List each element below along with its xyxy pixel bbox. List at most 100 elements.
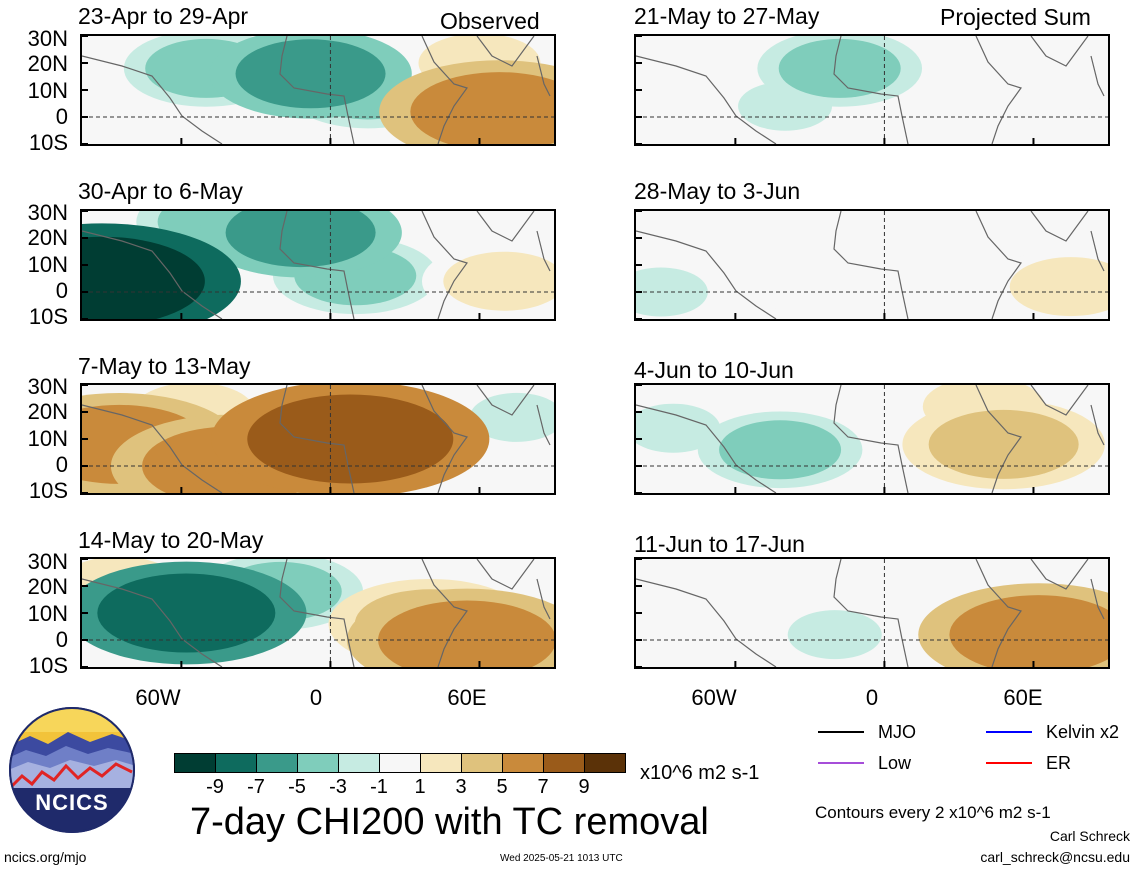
anomaly-region xyxy=(928,409,1079,479)
lat-label: 30N xyxy=(27,549,68,574)
chart-title: 7-day CHI200 with TC removal xyxy=(190,801,709,843)
lat-label: 10N xyxy=(27,426,68,451)
legend-label-er: ER xyxy=(1046,753,1072,773)
colorbar-tick: -5 xyxy=(288,776,306,798)
lat-label: 20N xyxy=(27,574,68,599)
colorbar-tick: 7 xyxy=(537,776,549,798)
colorbar-swatches xyxy=(175,754,625,772)
coastline xyxy=(536,55,551,97)
panel-title-5: 21-May to 27-May xyxy=(634,3,820,29)
coastline xyxy=(476,211,535,242)
lat-label: 10S xyxy=(28,304,68,329)
colorbar-swatch xyxy=(420,754,461,772)
map-panel xyxy=(80,383,556,495)
ncics-logo-graphic xyxy=(9,707,135,833)
coastline xyxy=(975,385,1022,493)
colorbar-tick: 9 xyxy=(578,776,590,798)
ncics-logo: NCICS xyxy=(8,706,136,834)
panel-title-4: 14-May to 20-May xyxy=(78,527,264,553)
coastline xyxy=(1030,211,1089,242)
anomaly-region xyxy=(235,39,386,109)
anomaly-region xyxy=(719,420,842,480)
legend-label-kelvin: Kelvin x2 xyxy=(1046,722,1120,742)
colorbar-tick: 3 xyxy=(455,776,467,798)
panel-title-2: 30-Apr to 6-May xyxy=(78,178,243,204)
panel-title-6: 28-May to 3-Jun xyxy=(634,178,801,204)
coastline xyxy=(421,211,468,319)
coastline xyxy=(279,36,355,144)
ncics-logo-text: NCICS xyxy=(35,790,109,815)
anomaly-region xyxy=(225,211,376,268)
colorbar-swatch xyxy=(297,754,338,772)
header-projected-sum: Projected Sum xyxy=(940,4,1091,30)
lat-label: 30N xyxy=(27,200,68,225)
coastline xyxy=(476,36,535,67)
author-email[interactable]: carl_schreck@ncsu.edu xyxy=(980,849,1130,865)
anomaly-region xyxy=(787,610,882,660)
lat-label: 10N xyxy=(27,601,68,626)
anomaly-region xyxy=(762,267,857,317)
coastline xyxy=(476,385,535,416)
anomaly-region xyxy=(1011,65,1106,115)
legend-label-low: Low xyxy=(878,753,912,773)
coastline xyxy=(82,55,223,144)
lat-label: 10N xyxy=(27,252,68,277)
panel-title-7: 4-Jun to 10-Jun xyxy=(634,357,794,383)
anomaly-region xyxy=(887,103,982,144)
map-panel xyxy=(634,34,1110,146)
coastline xyxy=(536,578,551,620)
anomaly-region xyxy=(949,595,1108,667)
map-panel xyxy=(80,34,556,146)
panel-svg xyxy=(636,559,1108,667)
colorbar-swatch xyxy=(543,754,584,772)
author-name: Carl Schreck xyxy=(1049,828,1130,844)
legend-line-er xyxy=(986,762,1032,764)
coastline xyxy=(421,559,468,667)
colorbar-tick: 1 xyxy=(414,776,426,798)
anomaly-region xyxy=(636,403,721,453)
lat-label: 10N xyxy=(27,78,68,103)
coastline xyxy=(536,404,551,446)
colorbar-swatch xyxy=(215,754,256,772)
lat-label: 0 xyxy=(55,452,68,477)
lat-label: 20N xyxy=(27,399,68,424)
panel-svg xyxy=(636,211,1108,319)
coastline xyxy=(82,404,223,493)
header-observed: Observed xyxy=(440,8,540,34)
colorbar-tick: -9 xyxy=(206,776,224,798)
coastline xyxy=(1030,36,1089,67)
panel-svg xyxy=(636,385,1108,493)
map-panel xyxy=(634,209,1110,321)
coastline xyxy=(636,230,777,319)
anomaly-region xyxy=(97,573,276,653)
coastline xyxy=(1090,404,1105,446)
coastline xyxy=(833,559,909,667)
coastline xyxy=(975,36,1022,144)
footer-url[interactable]: ncics.org/mjo xyxy=(4,849,87,865)
map-panel xyxy=(634,383,1110,495)
panel-svg xyxy=(82,559,554,667)
coastline xyxy=(476,559,535,590)
lat-label: 0 xyxy=(55,278,68,303)
lat-label: 30N xyxy=(27,374,68,399)
lat-label: 30N xyxy=(27,26,68,51)
coastline xyxy=(975,559,1022,667)
anomaly-region xyxy=(410,72,554,144)
colorbar-tick: -7 xyxy=(247,776,265,798)
colorbar-swatch xyxy=(256,754,297,772)
anomaly-region xyxy=(1009,257,1108,317)
colorbar-swatch xyxy=(175,754,215,772)
lon-label: 60W xyxy=(691,685,737,710)
anomaly-region xyxy=(862,224,957,274)
colorbar-swatch xyxy=(379,754,420,772)
coastline xyxy=(421,36,468,144)
lon-label: 60E xyxy=(1003,685,1043,710)
coastline xyxy=(636,404,777,493)
coastline xyxy=(975,211,1022,319)
legend-label-mjo: MJO xyxy=(878,722,916,742)
lat-label: 0 xyxy=(55,104,68,129)
legend-line-kelvin xyxy=(986,731,1032,733)
anomaly-region xyxy=(469,392,554,442)
anomaly-region xyxy=(778,38,901,98)
map-panel xyxy=(80,557,556,669)
